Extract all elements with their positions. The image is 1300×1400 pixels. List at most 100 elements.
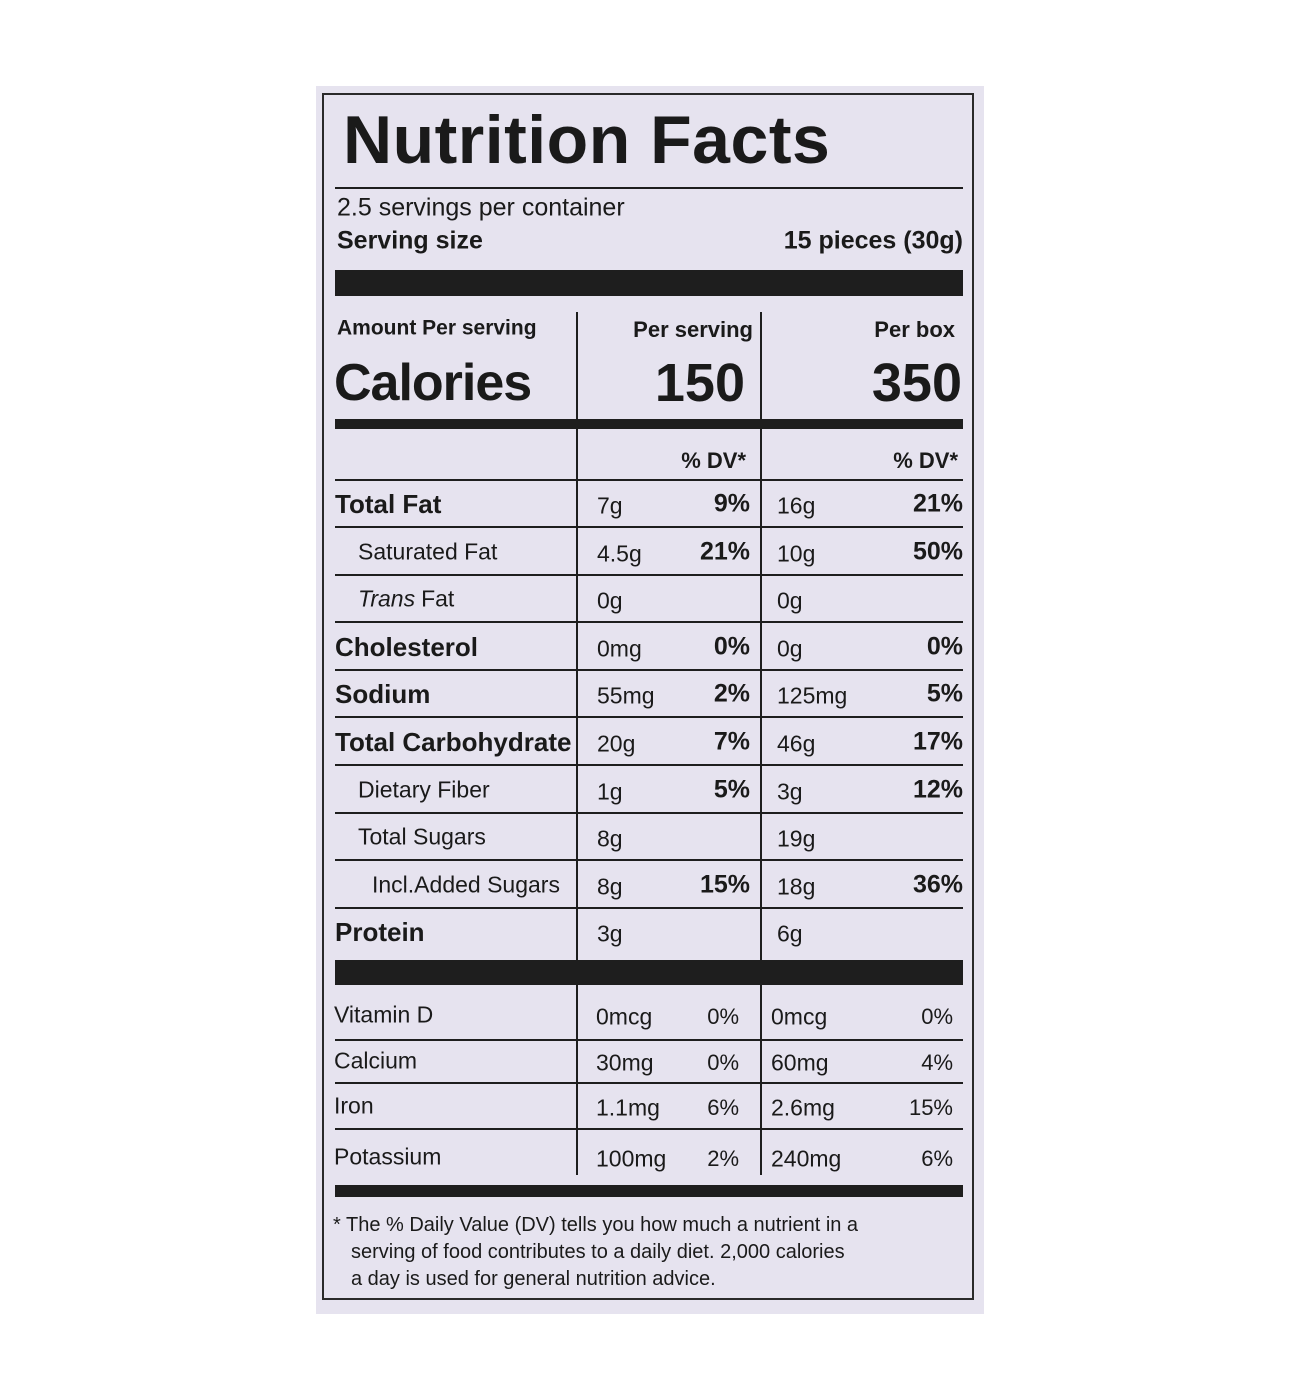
amount: 0g: [777, 587, 803, 614]
amount: 0mg: [597, 635, 642, 662]
amount: 3g: [777, 778, 803, 805]
calories-label: Calories: [334, 354, 532, 412]
rule: [335, 764, 963, 766]
nutrient-label-italic: Trans: [358, 585, 416, 612]
rule: [335, 1039, 963, 1041]
rule: [335, 859, 963, 862]
nutrient-label: Total Carbohydrate: [335, 727, 572, 757]
daily-value: 6%: [921, 1146, 953, 1171]
daily-value: 36%: [912, 870, 963, 899]
daily-value: 5%: [713, 775, 750, 804]
nutrient-label: Incl.Added Sugars: [372, 871, 560, 898]
mineral-label: Calcium: [334, 1047, 418, 1074]
amount: 125mg: [777, 682, 848, 709]
serving-size-value: 15 pieces (30g): [783, 226, 963, 255]
amount: 10g: [777, 540, 816, 567]
rule: [335, 526, 963, 528]
amount: 60mg: [771, 1049, 829, 1076]
amount: 1g: [597, 778, 623, 805]
rule: [335, 906, 963, 909]
daily-value: 2%: [713, 679, 750, 708]
daily-value: 21%: [699, 537, 750, 566]
per-serving-label: Per serving: [633, 317, 753, 342]
rule: [335, 479, 963, 481]
rule: [335, 1082, 963, 1084]
label-frame: [322, 93, 974, 1300]
daily-value: 50%: [912, 537, 963, 566]
amount: 240mg: [771, 1145, 842, 1172]
amount: 0g: [777, 635, 803, 662]
rule: [335, 187, 963, 189]
dv-header: % DV*: [681, 448, 746, 473]
daily-value: 15%: [908, 1095, 953, 1120]
nutrient-label: Dietary Fiber: [358, 776, 490, 803]
nutrient-label: Cholesterol: [335, 631, 479, 662]
amount: 16g: [777, 492, 816, 519]
nutrient-label: Total Sugars: [358, 823, 486, 850]
footnote-line: * The % Daily Value (DV) tells you how m…: [333, 1214, 859, 1236]
amount: 0mcg: [771, 1003, 828, 1030]
rule: [335, 668, 963, 671]
servings-per-container: 2.5 servings per container: [337, 193, 625, 222]
daily-value: 0%: [926, 632, 963, 661]
nutrient-label: Sodium: [335, 679, 431, 710]
rule: [335, 1128, 963, 1130]
column-divider: [760, 985, 762, 1175]
mineral-label: Vitamin D: [334, 1001, 434, 1028]
daily-value: 9%: [713, 489, 750, 518]
dv-header: % DV*: [893, 448, 958, 473]
nutrient-label: Total Fat: [335, 489, 442, 519]
calories-per-serving: 150: [654, 353, 745, 413]
column-divider: [576, 312, 578, 419]
amount: 55mg: [597, 682, 655, 709]
amount: 0mcg: [596, 1003, 653, 1030]
amount: 100mg: [596, 1145, 667, 1172]
mineral-label: Iron: [334, 1092, 374, 1119]
footnote-line: a day is used for general nutrition advi…: [351, 1268, 716, 1290]
daily-value: 4%: [921, 1050, 953, 1075]
rule: [335, 573, 963, 576]
daily-value: 17%: [912, 727, 963, 756]
daily-value: 0%: [707, 1050, 739, 1075]
rule: [335, 716, 963, 719]
column-divider: [760, 429, 762, 960]
amount: 20g: [597, 730, 636, 757]
daily-value: 6%: [707, 1095, 739, 1120]
column-divider: [576, 985, 578, 1175]
rule: [335, 811, 963, 814]
per-box-label: Per box: [874, 317, 955, 342]
calories-per-box: 350: [871, 353, 962, 413]
amount: 3g: [597, 920, 623, 947]
amount: 19g: [777, 825, 816, 852]
column-divider: [760, 312, 762, 419]
rule: [335, 621, 963, 624]
amount: 46g: [777, 730, 816, 757]
nutrient-label: Fat: [421, 585, 455, 612]
daily-value: 7%: [713, 727, 750, 756]
amount: 8g: [597, 825, 623, 852]
daily-value: 5%: [926, 679, 963, 708]
amount: 2.6mg: [771, 1094, 835, 1121]
daily-value: 0%: [713, 632, 750, 661]
daily-value: 0%: [707, 1004, 739, 1029]
rule: [335, 419, 963, 429]
amount: 30mg: [596, 1049, 654, 1076]
daily-value: 12%: [912, 775, 963, 804]
daily-value: 2%: [707, 1146, 739, 1171]
amount: 0g: [597, 587, 623, 614]
mineral-label: Potassium: [334, 1143, 442, 1170]
amount-per-serving: Amount Per serving: [337, 316, 537, 340]
amount: 8g: [597, 873, 623, 900]
rule: [335, 1185, 963, 1197]
serving-size-label: Serving size: [337, 226, 483, 255]
title: Nutrition Facts: [343, 102, 831, 178]
nutrient-label: Saturated Fat: [358, 538, 498, 565]
amount: 7g: [597, 492, 623, 519]
amount: 1.1mg: [596, 1094, 660, 1121]
column-divider: [576, 429, 578, 960]
daily-value: 0%: [921, 1004, 953, 1029]
amount: 4.5g: [597, 540, 642, 567]
rule: [335, 270, 963, 296]
rule: [335, 960, 963, 985]
